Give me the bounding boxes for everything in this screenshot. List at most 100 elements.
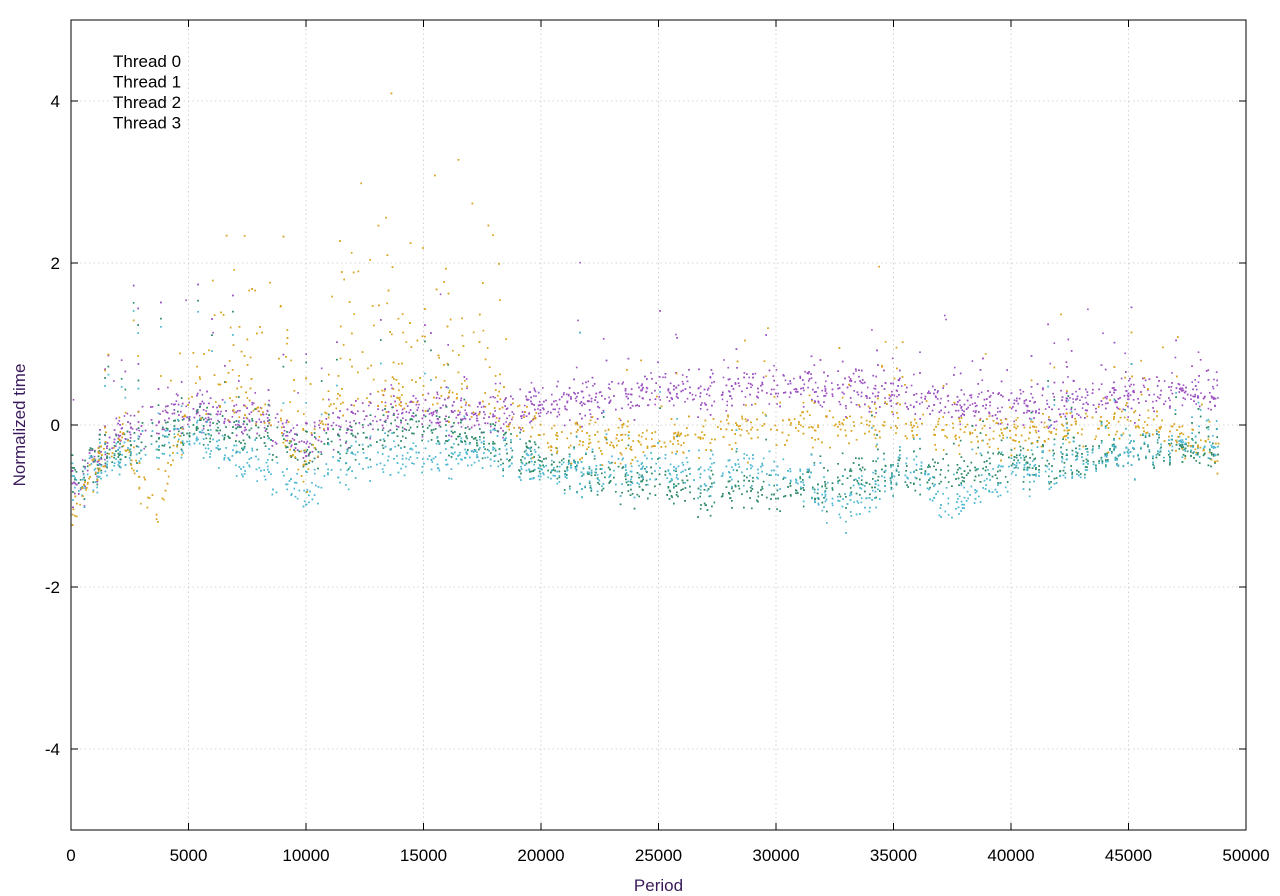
data-point [609, 399, 612, 402]
data-point [96, 461, 99, 463]
data-point [709, 514, 712, 517]
data-point [383, 420, 386, 423]
data-point [91, 449, 94, 451]
data-point [258, 434, 261, 437]
data-point [1067, 395, 1070, 397]
data-point [775, 497, 777, 500]
data-point [761, 389, 763, 392]
data-point [130, 426, 132, 429]
data-point [749, 383, 752, 385]
data-point [305, 442, 308, 445]
data-point [210, 418, 212, 420]
data-point [1053, 438, 1056, 441]
data-point [1199, 415, 1202, 418]
data-point [133, 432, 136, 434]
data-point [630, 393, 633, 396]
data-point [644, 375, 646, 378]
data-point [988, 396, 991, 398]
data-point [1047, 427, 1050, 429]
data-point [196, 392, 199, 395]
data-point [842, 383, 844, 386]
data-point [789, 482, 791, 485]
data-point [951, 403, 954, 406]
data-point [658, 473, 661, 475]
data-point [731, 507, 733, 509]
data-point [537, 459, 540, 461]
data-point [709, 376, 712, 379]
data-point [608, 383, 610, 385]
data-point [575, 400, 578, 402]
data-point [645, 386, 648, 389]
data-point [1198, 462, 1201, 464]
data-point [624, 473, 627, 476]
data-point [929, 392, 931, 394]
data-point [615, 491, 617, 493]
data-point [1192, 452, 1194, 454]
data-point [79, 488, 82, 491]
data-point [450, 456, 453, 458]
data-point [411, 415, 413, 417]
data-point [409, 426, 412, 429]
data-point [978, 411, 980, 413]
data-point [180, 432, 183, 435]
data-point [469, 418, 471, 421]
data-point [255, 421, 258, 423]
data-point [997, 407, 999, 409]
data-point [743, 372, 746, 374]
data-point [494, 396, 496, 399]
data-point [982, 467, 984, 470]
data-point [638, 395, 641, 398]
data-point [503, 412, 506, 415]
data-point [725, 486, 728, 488]
data-point [217, 419, 219, 422]
data-point [1168, 443, 1170, 445]
data-point [845, 405, 847, 407]
data-point [904, 481, 907, 483]
data-point [582, 402, 585, 405]
data-point [621, 467, 624, 469]
data-point [877, 364, 879, 366]
data-point [688, 468, 690, 470]
data-point [106, 445, 108, 447]
data-point [183, 418, 185, 420]
data-point [218, 404, 220, 407]
data-point [542, 407, 544, 409]
data-point [831, 395, 834, 397]
data-point [438, 416, 441, 418]
data-point [988, 473, 990, 475]
data-point [492, 413, 494, 416]
data-point [556, 403, 558, 406]
data-point [128, 431, 131, 433]
data-point [1022, 390, 1025, 393]
data-point [379, 439, 382, 441]
data-point [629, 480, 632, 483]
data-point [530, 446, 532, 449]
data-point [775, 392, 777, 395]
data-point [502, 423, 505, 425]
data-point [1065, 361, 1068, 363]
data-point [1071, 449, 1074, 452]
data-point [899, 377, 901, 380]
data-point [350, 404, 353, 406]
data-point [84, 459, 86, 462]
data-point [1016, 454, 1018, 456]
data-point [1125, 390, 1128, 392]
data-point [434, 410, 437, 412]
data-point [732, 490, 735, 492]
data-point [858, 369, 860, 371]
data-point [350, 433, 353, 435]
data-point [920, 468, 923, 470]
data-point [1105, 459, 1107, 461]
data-point [1064, 415, 1067, 418]
data-point [751, 384, 754, 387]
data-point [158, 438, 160, 440]
data-point [1147, 389, 1149, 391]
data-point [244, 426, 246, 429]
data-point [99, 429, 101, 431]
data-point [113, 438, 116, 441]
data-point [889, 400, 891, 402]
data-point [999, 410, 1001, 413]
data-point [868, 397, 871, 399]
data-point [409, 418, 411, 421]
data-point [503, 400, 505, 403]
